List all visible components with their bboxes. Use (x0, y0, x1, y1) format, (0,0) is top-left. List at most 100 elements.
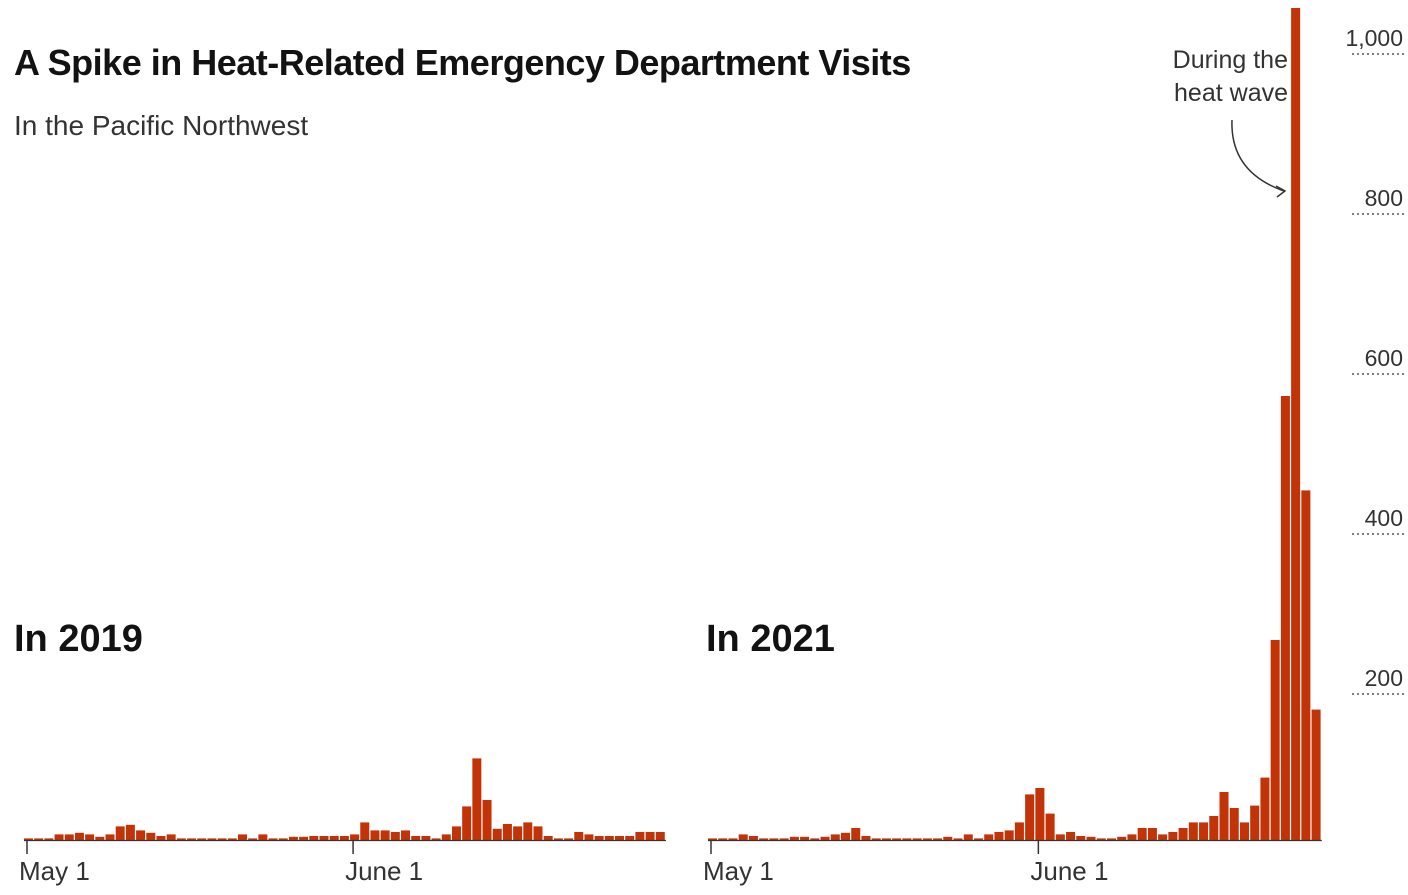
bar-2019 (288, 836, 298, 840)
chart-title: A Spike in Heat-Related Emergency Depart… (14, 42, 911, 83)
bar-2021 (1035, 788, 1045, 840)
bar-2021 (1117, 836, 1127, 840)
bar-2021 (912, 838, 922, 840)
bar-2019 (187, 838, 197, 840)
chart-subtitle: In the Pacific Northwest (14, 110, 309, 141)
bar-2019 (258, 834, 268, 840)
bar-2019 (176, 838, 186, 840)
bar-2021 (748, 836, 758, 840)
bar-2021 (728, 838, 738, 840)
bar-2019 (125, 824, 135, 840)
annotation-line-2: heat wave (1174, 79, 1288, 107)
bar-2019 (319, 836, 329, 840)
bar-2019 (645, 832, 655, 840)
bar-2021 (800, 836, 810, 840)
y-axis: 200 400 600 800 1,000 (1345, 25, 1404, 695)
panel-title-2021: In 2021 (706, 618, 835, 660)
bar-2019 (85, 834, 95, 840)
bar-2021 (820, 836, 830, 840)
bar-2021 (1270, 640, 1280, 840)
bar-2019 (594, 836, 604, 840)
bar-2021 (1066, 832, 1076, 840)
x-tick-label: June 1 (1030, 856, 1108, 886)
bar-2021 (1301, 490, 1311, 840)
bar-2021 (1250, 805, 1260, 840)
bar-2019 (380, 830, 390, 840)
y-tick-label: 400 (1365, 505, 1403, 531)
bar-2019 (523, 822, 533, 840)
bar-2021 (963, 834, 973, 840)
bar-2019 (350, 834, 360, 840)
bar-2019 (227, 838, 237, 840)
bar-2021 (984, 834, 994, 840)
bar-2019 (615, 836, 625, 840)
bar-2021 (943, 836, 953, 840)
panel-title-2019: In 2019 (14, 618, 143, 660)
bar-2019 (217, 838, 227, 840)
bar-2019 (370, 830, 380, 840)
bar-2021 (1280, 396, 1290, 840)
bar-2019 (482, 800, 492, 840)
bar-2019 (115, 826, 125, 840)
bar-2021 (1311, 709, 1321, 840)
y-tick-label: 600 (1365, 345, 1403, 371)
bar-2019 (166, 834, 176, 840)
bar-2019 (502, 824, 512, 840)
bar-2021 (759, 838, 769, 840)
y-tick-label: 1,000 (1345, 25, 1403, 51)
annotation-line-1: During the (1173, 46, 1288, 74)
bar-2021 (902, 838, 912, 840)
bar-2019 (237, 834, 247, 840)
bar-2021 (840, 832, 851, 840)
bar-2021 (1188, 822, 1198, 840)
bar-2021 (1291, 8, 1301, 840)
bar-2019 (299, 836, 309, 840)
bar-2019 (309, 836, 319, 840)
bar-2019 (268, 838, 278, 840)
bar-2019 (421, 836, 431, 840)
bar-2021 (1158, 834, 1168, 840)
bar-2019 (553, 838, 563, 840)
bar-2021 (1045, 813, 1055, 840)
bar-2021 (810, 838, 820, 840)
bar-2021 (871, 838, 881, 840)
bar-2021 (779, 838, 789, 840)
bar-2021 (851, 828, 861, 840)
bar-2021 (1106, 838, 1116, 840)
bar-2021 (1168, 832, 1178, 840)
bar-2021 (1260, 777, 1270, 840)
bar-2021 (1229, 808, 1239, 840)
bar-2019 (401, 830, 411, 840)
bar-2019 (451, 826, 461, 840)
bar-2019 (492, 828, 502, 840)
bar-2019 (390, 832, 400, 840)
bar-2021 (1025, 794, 1035, 840)
bar-2019 (95, 836, 105, 840)
annotation-arrow (1231, 119, 1285, 192)
bar-2021 (1004, 830, 1014, 840)
bar-2021 (1096, 838, 1106, 840)
bar-2019 (655, 832, 665, 840)
bar-2021 (1137, 828, 1147, 840)
bar-2021 (1086, 836, 1096, 840)
bar-2021 (994, 832, 1004, 840)
bar-2019 (533, 826, 543, 840)
bar-2019 (472, 758, 482, 840)
bar-2021 (892, 838, 902, 840)
bar-2021 (1239, 822, 1249, 840)
y-tick-label: 200 (1365, 665, 1403, 691)
bar-2021 (708, 838, 718, 840)
x-tick-label: June 1 (345, 856, 423, 886)
bar-2019 (136, 830, 146, 840)
arrow-head-icon (1275, 185, 1287, 198)
panel-2019: May 1 June 1 (19, 758, 666, 886)
bar-2021 (1178, 828, 1188, 840)
bar-2021 (1219, 792, 1229, 840)
bar-2019 (329, 836, 339, 840)
bar-2019 (604, 836, 614, 840)
bar-2021 (1209, 816, 1219, 840)
bar-2021 (1127, 834, 1137, 840)
bar-2019 (513, 826, 523, 840)
annotation: During the heat wave (1173, 46, 1288, 198)
